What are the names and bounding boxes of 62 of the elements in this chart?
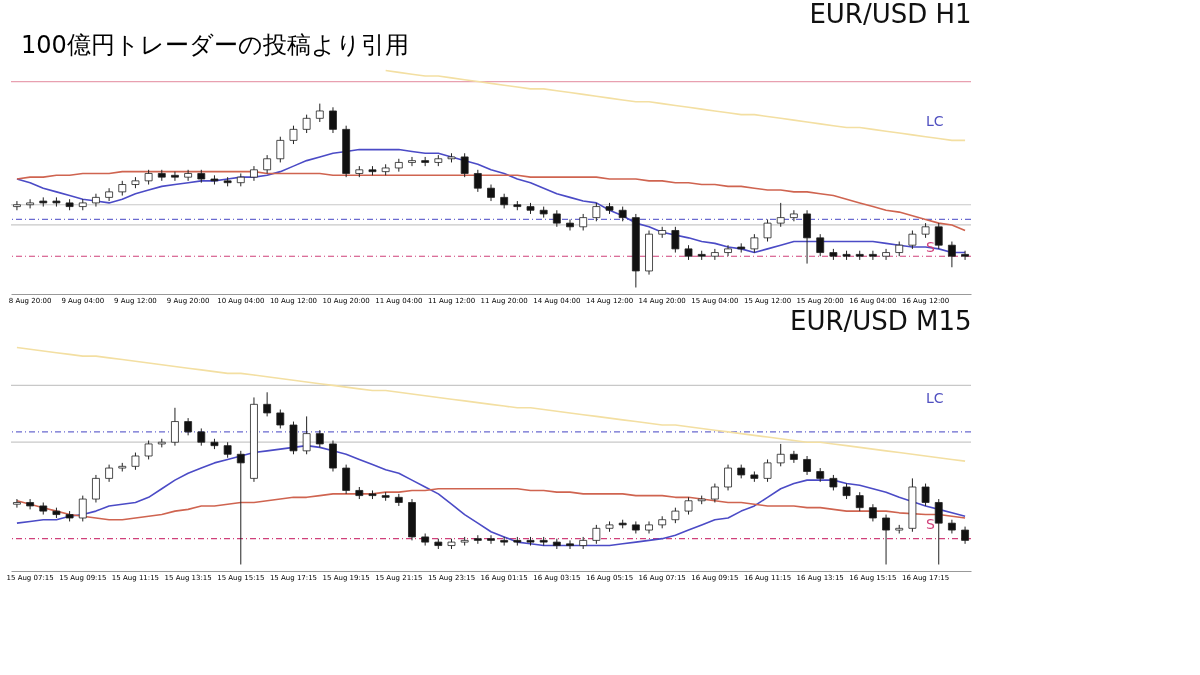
candlestick (289, 125, 298, 145)
candlestick (342, 464, 351, 495)
candlestick (855, 491, 864, 512)
candlestick (302, 415, 311, 455)
candlestick (487, 534, 495, 545)
candlestick (921, 483, 930, 507)
candlestick (276, 136, 285, 163)
annotation: LC (926, 112, 944, 129)
candlestick (934, 498, 943, 565)
candlestick (592, 202, 601, 222)
candlestick (868, 250, 877, 261)
candlestick (263, 154, 272, 174)
candlestick (803, 209, 811, 265)
candlestick (803, 455, 811, 476)
candlestick (566, 218, 574, 231)
candlestick (144, 440, 153, 460)
candlestick (671, 226, 680, 254)
candlestick (26, 198, 34, 209)
candlestick (882, 248, 890, 261)
candlestick (302, 114, 311, 134)
candlestick (171, 407, 179, 447)
candlestick (263, 391, 272, 417)
candlestick (105, 187, 114, 202)
candlestick (724, 464, 732, 491)
candlestick (566, 539, 574, 550)
candlestick (329, 106, 337, 134)
candlestick (763, 458, 772, 483)
candlestick (710, 483, 719, 503)
candlestick (961, 250, 969, 261)
annotation: LC (926, 389, 944, 406)
candlestick (276, 409, 285, 429)
candlestick (710, 248, 719, 261)
candlestick (934, 222, 943, 250)
candlestick (776, 443, 785, 467)
candlestick (789, 450, 798, 464)
candlestick (13, 498, 21, 509)
chart-subtitle: EUR/USD H1 (809, 0, 972, 29)
candlestick (948, 241, 956, 268)
annotation: S (926, 516, 935, 532)
candlestick (789, 209, 798, 222)
candlestick (92, 193, 100, 208)
candlestick (26, 498, 34, 510)
candlestick (184, 169, 193, 182)
candlestick (460, 152, 469, 178)
candlestick (408, 156, 416, 167)
candlestick (908, 229, 917, 250)
candlestick (13, 200, 21, 211)
chart-title: 100億円トレーダーの投稿より引用 (21, 31, 409, 59)
candlestick (816, 233, 825, 257)
chart-subtitle: EUR/USD M15 (789, 306, 972, 336)
candlestick (92, 474, 100, 503)
candlestick (78, 495, 87, 522)
candlestick (882, 514, 890, 565)
candlestick (592, 524, 601, 545)
candlestick (315, 103, 324, 123)
candlestick (750, 233, 759, 254)
candlestick (776, 202, 785, 228)
candlestick (763, 218, 772, 243)
candlestick (171, 171, 179, 182)
candlestick (724, 244, 732, 257)
candlestick (236, 450, 245, 565)
candlestick (473, 169, 482, 193)
